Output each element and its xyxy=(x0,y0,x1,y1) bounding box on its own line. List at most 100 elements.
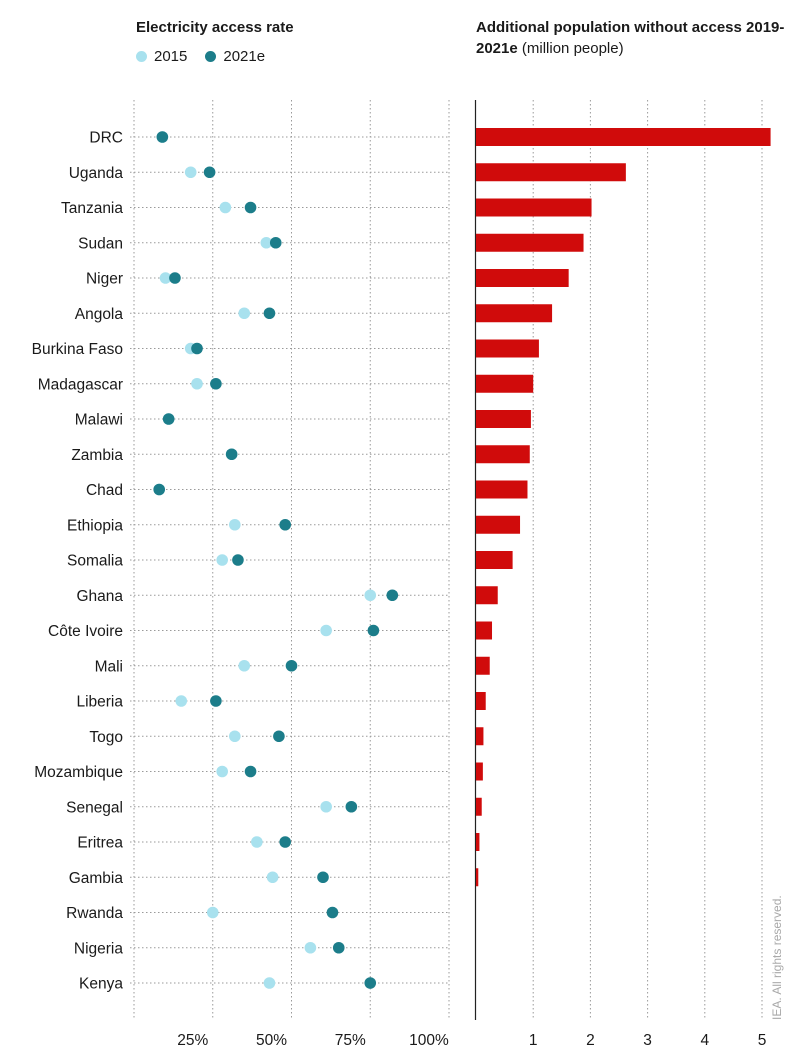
dot-2021e-16 xyxy=(210,695,222,707)
dot-2021e-8 xyxy=(162,413,175,425)
dot-2015-13 xyxy=(364,589,377,602)
bar-13 xyxy=(476,586,498,605)
category-label: Rwanda xyxy=(66,905,123,922)
category-label: Kenya xyxy=(79,976,123,993)
category-label: Malawi xyxy=(75,412,123,429)
dot-2021e-1 xyxy=(203,166,216,179)
left-panel-title: Electricity access rate xyxy=(136,17,294,38)
dot-2021e-17 xyxy=(273,730,285,743)
category-label: Mozambique xyxy=(34,764,123,781)
bar-18 xyxy=(476,762,483,781)
left-grid xyxy=(130,100,450,1020)
dot-2021e-5 xyxy=(263,307,276,320)
category-labels: DRC Uganda Tanzania Sudan Niger Angola Burkina… xyxy=(32,130,124,993)
dot-2021e-24 xyxy=(364,977,377,989)
category-label: Côte Ivoire xyxy=(48,623,123,640)
right-tick-label: 2 xyxy=(586,1032,595,1049)
bar-7 xyxy=(476,374,534,393)
category-label: Zambia xyxy=(71,447,123,464)
right-panel-title-unit: (million people) xyxy=(521,40,624,57)
dot-2015-18 xyxy=(216,765,228,778)
right-panel-title: Additional population without access 201… xyxy=(476,17,786,59)
dot-2015-2 xyxy=(219,201,232,214)
right-tick-label: 3 xyxy=(643,1032,652,1049)
dot-2021e-13 xyxy=(386,589,399,602)
dot-2021e-12 xyxy=(232,554,244,566)
right-tick-label: 5 xyxy=(758,1032,767,1049)
dot-2021e-7 xyxy=(210,377,222,390)
bar-6 xyxy=(476,339,539,358)
dot-2021e-20 xyxy=(279,836,292,848)
bar-21 xyxy=(476,868,479,887)
legend-swatch-2021e xyxy=(205,51,217,62)
dot-2015-15 xyxy=(238,659,251,672)
dot-2021e-15 xyxy=(285,659,298,672)
dot-2021e-18 xyxy=(244,765,257,778)
left-tick-label: 50% xyxy=(256,1032,287,1049)
legend-item-2021e: 2021e xyxy=(205,48,265,65)
dot-series xyxy=(153,131,399,989)
dot-2015-20 xyxy=(251,836,263,848)
category-label: Mali xyxy=(95,658,123,675)
bar-8 xyxy=(476,410,531,428)
bar-19 xyxy=(476,797,482,816)
dot-2021e-2 xyxy=(244,201,257,214)
bar-12 xyxy=(476,551,513,569)
legend-label-2015: 2015 xyxy=(154,48,188,65)
dot-2015-16 xyxy=(175,695,188,707)
legend-swatch-2015 xyxy=(136,51,147,62)
left-tick-label: 100% xyxy=(409,1032,449,1049)
category-label: DRC xyxy=(89,130,123,147)
axis-ticks: 25% 50% 75% 100% 1 2 3 4 5 xyxy=(177,1032,766,1049)
category-label: Tanzania xyxy=(61,200,123,217)
category-label: Sudan xyxy=(78,235,123,252)
dot-2021e-21 xyxy=(317,871,329,884)
dot-2015-24 xyxy=(263,977,276,989)
category-label: Angola xyxy=(75,306,124,323)
bar-15 xyxy=(476,656,490,675)
dot-2021e-22 xyxy=(326,906,339,919)
dot-2021e-6 xyxy=(191,342,203,355)
legend-item-2015: 2015 xyxy=(136,48,187,65)
dot-2015-17 xyxy=(229,730,241,743)
left-tick-label: 75% xyxy=(335,1032,366,1049)
bar-4 xyxy=(476,269,569,287)
dot-2015-4 xyxy=(159,272,172,284)
dot-2021e-3 xyxy=(269,236,282,249)
bar-17 xyxy=(476,727,484,746)
bar-5 xyxy=(476,304,553,323)
bar-10 xyxy=(476,480,528,499)
category-label: Niger xyxy=(86,271,123,288)
dot-2021e-10 xyxy=(153,483,165,496)
dot-2021e-4 xyxy=(169,272,181,284)
category-label: Burkina Faso xyxy=(32,341,123,358)
dot-2015-22 xyxy=(206,906,219,919)
dot-2015-1 xyxy=(184,166,197,179)
dot-2015-12 xyxy=(216,554,228,566)
right-panel-title-bold: Additional population without access 201… xyxy=(476,19,785,57)
dot-2015-7 xyxy=(191,377,203,390)
right-grid xyxy=(474,100,763,1020)
bar-14 xyxy=(476,621,493,640)
category-label: Nigeria xyxy=(74,940,123,957)
category-label: Somalia xyxy=(67,553,123,570)
dot-2015-11 xyxy=(229,518,241,531)
category-label: Madagascar xyxy=(38,376,123,393)
right-tick-label: 4 xyxy=(700,1032,709,1049)
bar-2 xyxy=(476,198,592,217)
left-panel-title-text: Electricity access rate xyxy=(136,19,294,36)
dot-2021e-9 xyxy=(225,448,238,461)
category-label: Eritrea xyxy=(77,835,123,852)
dot-2021e-14 xyxy=(367,624,380,637)
dot-2015-23 xyxy=(304,941,317,954)
bar-9 xyxy=(476,445,530,464)
dot-2021e-19 xyxy=(345,800,358,813)
category-label: Ethiopia xyxy=(67,517,123,534)
dot-2021e-23 xyxy=(332,941,345,954)
bar-3 xyxy=(476,233,584,252)
dot-2015-3 xyxy=(260,236,273,249)
dot-2015-19 xyxy=(320,800,332,813)
dot-2015-14 xyxy=(320,624,332,637)
dot-2021e-11 xyxy=(279,518,292,531)
